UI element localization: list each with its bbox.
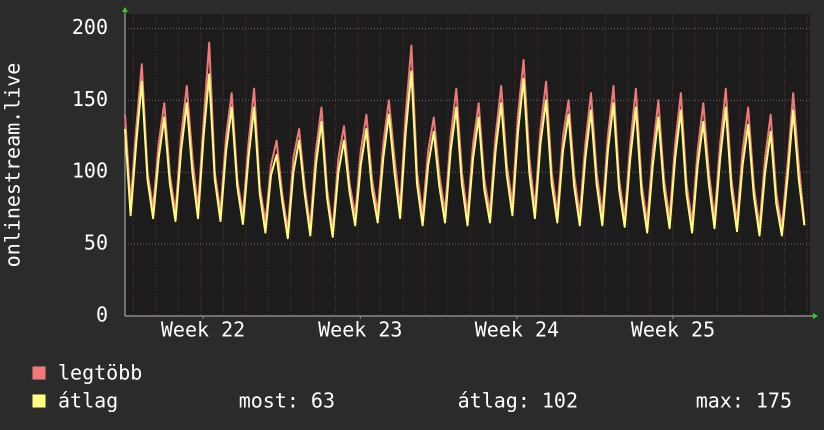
- y-tick-label: 150: [72, 87, 108, 111]
- stat-label: átlag:: [458, 389, 530, 413]
- stat-value: 63: [311, 389, 335, 413]
- y-tick-label: 200: [72, 15, 108, 39]
- series-line: [124, 41, 806, 231]
- y-tick-label: 100: [72, 159, 108, 183]
- x-tick-label: Week 24: [475, 318, 559, 342]
- stat-label: max:: [696, 389, 744, 413]
- y-axis-label: onlinestream.live: [1, 63, 25, 268]
- axis-arrow: [122, 7, 128, 12]
- stat-label: most:: [239, 389, 299, 413]
- y-tick-label: 0: [96, 303, 108, 327]
- stat-value: 102: [542, 389, 578, 413]
- legend-swatch: [31, 393, 47, 409]
- x-tick-label: Week 23: [318, 318, 402, 342]
- axis-arrow: [813, 313, 818, 319]
- stat-value: 175: [756, 389, 792, 413]
- legend-label: legtöbb: [58, 361, 142, 385]
- legend-swatch: [31, 365, 47, 381]
- x-tick-label: Week 25: [631, 318, 715, 342]
- x-tick-label: Week 22: [161, 318, 245, 342]
- y-tick-label: 50: [84, 231, 108, 255]
- series-line: [124, 70, 806, 240]
- legend-label: átlag: [58, 389, 118, 413]
